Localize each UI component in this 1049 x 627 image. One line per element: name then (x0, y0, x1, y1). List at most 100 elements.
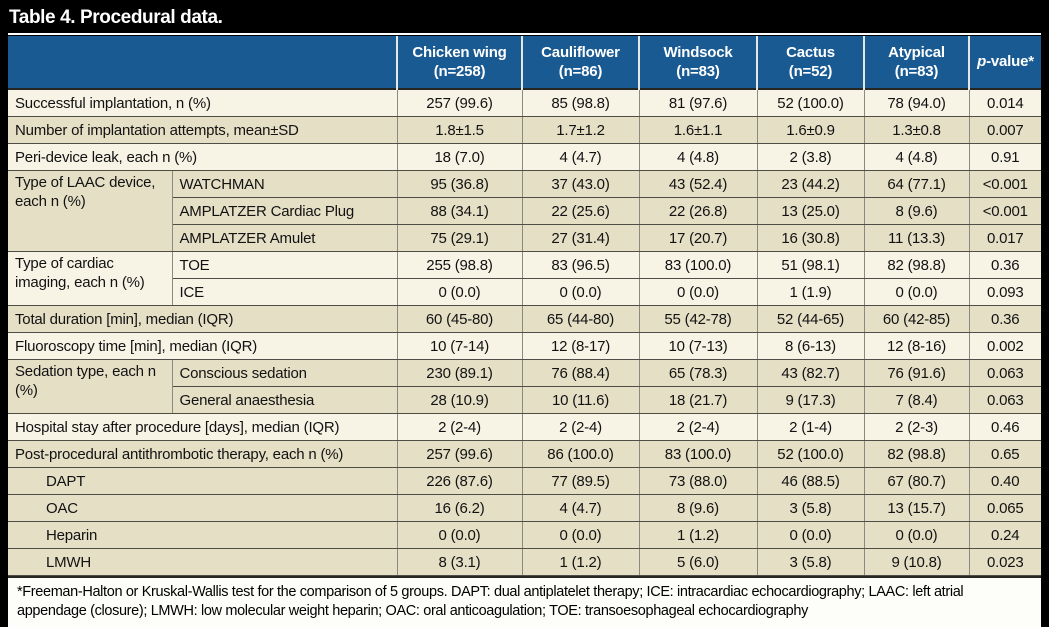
data-cell: 10 (7-14) (396, 332, 523, 360)
data-cell: 78 (94.0) (863, 88, 970, 117)
data-cell: 1.8±1.5 (396, 116, 523, 144)
data-cell: 2 (2-4) (396, 413, 523, 441)
p-value-cell: 0.24 (968, 521, 1041, 549)
data-cell: 43 (82.7) (756, 359, 865, 387)
data-cell: 1.6±0.9 (756, 116, 865, 144)
data-cell: 8 (9.6) (638, 494, 758, 522)
data-cell: 13 (25.0) (756, 197, 865, 225)
data-cell: 1.7±1.2 (521, 116, 640, 144)
data-cell: 3 (5.8) (756, 494, 865, 522)
data-cell: 52 (100.0) (756, 88, 865, 117)
data-cell: 83 (96.5) (521, 251, 640, 279)
data-cell: 230 (89.1) (396, 359, 523, 387)
table-row: Successful implantation, n (%) 257 (99.6… (8, 88, 1041, 117)
data-cell: 4 (4.7) (521, 143, 640, 171)
column-n: (n=258) (433, 63, 486, 80)
data-cell: 0 (0.0) (396, 521, 523, 549)
data-cell: 12 (8-17) (521, 332, 640, 360)
data-cell: 17 (20.7) (638, 224, 758, 252)
data-cell: 85 (98.8) (521, 88, 640, 117)
row-label: DAPT (8, 467, 398, 495)
p-value-cell: 0.36 (968, 251, 1041, 279)
data-cell: 46 (88.5) (756, 467, 865, 495)
data-cell: 257 (99.6) (396, 440, 523, 468)
table-row: Number of implantation attempts, mean±SD… (8, 116, 1041, 144)
row-sublabel: ICE (172, 278, 398, 306)
data-cell: 88 (34.1) (396, 197, 523, 225)
data-cell: 95 (36.8) (396, 170, 523, 198)
data-cell: 52 (44-65) (756, 305, 865, 333)
data-cell: 1.6±1.1 (638, 116, 758, 144)
data-cell: 60 (42-85) (863, 305, 970, 333)
column-title: Atypical (888, 43, 945, 61)
column-title: Cauliflower (541, 43, 620, 61)
row-label: OAC (8, 494, 398, 522)
table-row: Fluoroscopy time [min], median (IQR) 10 … (8, 332, 1041, 360)
row-label: Fluoroscopy time [min], median (IQR) (8, 332, 398, 360)
row-sublabel: TOE (171, 251, 398, 279)
data-cell: 257 (99.6) (396, 88, 523, 117)
table-row: Sedation type, each n (%) Conscious seda… (8, 359, 1041, 414)
table-row: Total duration [min], median (IQR) 60 (4… (8, 305, 1041, 333)
column-header-atypical: Atypical (n=83) (863, 36, 969, 89)
table-row: Post-procedural antithrombotic therapy, … (8, 440, 1041, 468)
data-cell: 2 (2-3) (863, 413, 970, 441)
column-header-chicken-wing: Chicken wing (n=258) (396, 36, 522, 89)
data-cell: 10 (11.6) (521, 386, 640, 414)
row-sublabel: General anaesthesia (172, 386, 398, 414)
data-cell: 18 (7.0) (396, 143, 523, 171)
p-value-cell: 0.40 (968, 467, 1041, 495)
corner-cell (8, 36, 397, 89)
data-cell: 76 (88.4) (521, 359, 640, 387)
p-value-cell: 0.007 (968, 116, 1041, 144)
data-cell: 13 (15.7) (863, 494, 970, 522)
data-cell: 51 (98.1) (756, 251, 865, 279)
p-value-cell: <0.001 (968, 197, 1041, 225)
data-cell: 83 (100.0) (638, 440, 758, 468)
p-value-cell: <0.001 (968, 170, 1041, 198)
data-cell: 83 (100.0) (638, 251, 758, 279)
column-n: (n=52) (788, 63, 833, 80)
p-value-cell: 0.91 (968, 143, 1041, 171)
row-label: Successful implantation, n (%) (8, 88, 398, 117)
data-cell: 2 (2-4) (521, 413, 640, 441)
data-cell: 86 (100.0) (521, 440, 640, 468)
table-row: Heparin 0 (0.0) 0 (0.0) 1 (1.2) 0 (0.0) … (8, 521, 1041, 549)
table-row: Hospital stay after procedure [days], me… (8, 413, 1041, 441)
column-n: (n=83) (894, 63, 939, 80)
data-cell: 4 (4.8) (863, 143, 970, 171)
column-header-cauliflower: Cauliflower (n=86) (521, 36, 639, 89)
table-row: Peri-device leak, each n (%) 18 (7.0) 4 … (8, 143, 1041, 171)
data-cell: 73 (88.0) (638, 467, 758, 495)
p-value-italic: p (977, 53, 987, 71)
data-cell: 65 (44-80) (521, 305, 640, 333)
data-cell: 16 (30.8) (756, 224, 865, 252)
data-cell: 37 (43.0) (521, 170, 640, 198)
table-row: General anaesthesia 28 (10.9) 10 (11.6) … (8, 386, 1041, 414)
data-cell: 67 (80.7) (863, 467, 970, 495)
data-cell: 60 (45-80) (396, 305, 523, 333)
data-cell: 22 (26.8) (638, 197, 758, 225)
data-cell: 75 (29.1) (396, 224, 523, 252)
data-cell: 12 (8-16) (863, 332, 970, 360)
p-value-cell: 0.002 (968, 332, 1041, 360)
p-value-rest: -value* (986, 53, 1034, 71)
p-value-cell: 0.46 (968, 413, 1041, 441)
row-group-label: Sedation type, each n (%) (8, 359, 173, 414)
data-cell: 0 (0.0) (863, 521, 970, 549)
data-cell: 81 (97.6) (638, 88, 758, 117)
column-title: Windsock (663, 43, 733, 61)
row-label: Hospital stay after procedure [days], me… (8, 413, 398, 441)
p-value-cell: 0.063 (968, 386, 1041, 414)
header-row: Chicken wing (n=258) Cauliflower (n=86) … (8, 36, 1041, 89)
data-cell: 0 (0.0) (638, 278, 758, 306)
data-cell: 22 (25.6) (521, 197, 640, 225)
row-label: Peri-device leak, each n (%) (8, 143, 398, 171)
row-label: Heparin (8, 521, 398, 549)
row-group-label: Type of LAAC device, each n (%) (8, 170, 173, 252)
row-label: LMWH (8, 548, 398, 576)
data-cell: 0 (0.0) (756, 521, 865, 549)
data-cell: 3 (5.8) (756, 548, 865, 576)
p-value-cell: 0.65 (968, 440, 1041, 468)
